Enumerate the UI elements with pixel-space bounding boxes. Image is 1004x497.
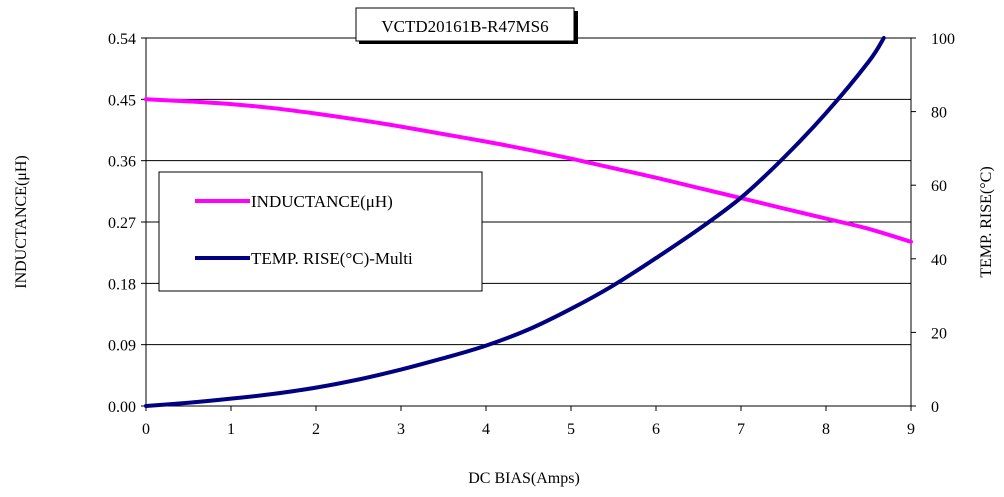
y-left-tick-label: 0.45 xyxy=(108,92,136,109)
x-axis-ticks: 0 1 2 3 4 5 6 7 8 9 xyxy=(142,406,915,438)
y-left-tick-label: 0.18 xyxy=(108,276,136,293)
chart-title: VCTD20161B-R47MS6 xyxy=(381,17,548,36)
legend-label-inductance: INDUCTANCE(μH) xyxy=(251,192,393,211)
y-left-axis-label: INDUCTANCE(μH) xyxy=(13,155,30,289)
y-right-axis-ticks: 0 20 40 60 80 100 xyxy=(911,31,955,416)
y-left-tick-label: 0.00 xyxy=(108,399,136,416)
y-right-tick-label: 100 xyxy=(931,31,955,48)
x-tick-label: 7 xyxy=(737,421,745,438)
x-tick-label: 9 xyxy=(907,421,915,438)
series-lines xyxy=(144,36,913,408)
y-right-axis-label: TEMP. RISE(°C) xyxy=(978,166,995,277)
x-tick-label: 3 xyxy=(397,421,405,438)
x-axis-label: DC BIAS(Amps) xyxy=(468,470,580,487)
y-right-tick-label: 80 xyxy=(931,105,947,122)
series-line-inductance xyxy=(144,97,913,244)
x-tick-label: 2 xyxy=(312,421,320,438)
legend-label-temp-rise: TEMP. RISE(°C)-Multi xyxy=(251,249,413,268)
y-right-tick-label: 0 xyxy=(931,399,939,416)
x-tick-label: 6 xyxy=(652,421,660,438)
y-right-tick-label: 20 xyxy=(931,325,947,342)
y-left-tick-label: 0.27 xyxy=(108,215,136,232)
legend-box xyxy=(158,171,483,292)
x-tick-label: 5 xyxy=(567,421,575,438)
y-right-tick-label: 40 xyxy=(931,252,947,269)
series-line-temp-rise xyxy=(144,36,886,408)
x-tick-label: 1 xyxy=(227,421,235,438)
title-box xyxy=(355,7,575,42)
y-left-tick-label: 0.36 xyxy=(108,154,136,171)
y-left-axis-ticks: 0.00 0.09 0.18 0.27 0.36 0.45 0.54 xyxy=(108,31,146,416)
y-left-tick-label: 0.54 xyxy=(108,31,136,48)
y-right-tick-label: 60 xyxy=(931,178,947,195)
y-left-tick-label: 0.09 xyxy=(108,338,136,355)
x-tick-label: 4 xyxy=(482,421,490,438)
x-tick-label: 0 xyxy=(142,421,150,438)
x-tick-label: 8 xyxy=(822,421,830,438)
